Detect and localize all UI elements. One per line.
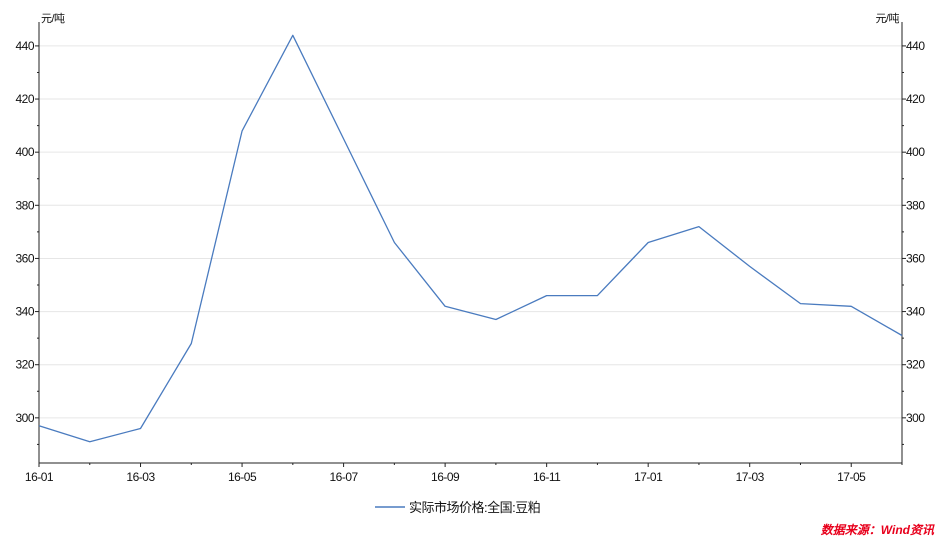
x-tick-label: 16-07: [329, 470, 358, 484]
x-tick-label: 16-05: [228, 470, 257, 484]
x-tick-label: 16-09: [431, 470, 460, 484]
x-ticks: 16-01 16-03 16-05 16-07 16-09 16-11 17-01 17-03…: [25, 463, 903, 484]
x-tick-label: 17-03: [736, 470, 765, 484]
right-y-tick-label: 400: [906, 145, 925, 159]
right-y-ticks: 300 320 340 360 380 400 420 440: [902, 39, 926, 445]
right-y-tick-label: 420: [906, 92, 925, 106]
x-tick-label: 16-03: [126, 470, 155, 484]
right-y-unit: 元/吨: [875, 12, 899, 25]
right-y-tick-label: 360: [906, 251, 925, 265]
gridlines: [39, 45, 902, 419]
x-tick-label: 16-01: [25, 470, 54, 484]
left-y-tick-label: 400: [15, 145, 34, 159]
left-y-tick-label: 300: [15, 411, 34, 425]
right-y-tick-label: 440: [906, 39, 925, 53]
legend-label: 实际市场价格:全国:豆粕: [409, 500, 540, 515]
left-y-ticks: 300 320 340 360 380 400 420 440: [15, 39, 39, 445]
source-note: 数据来源：Wind资讯: [821, 523, 935, 537]
left-y-tick-label: 380: [15, 198, 34, 212]
left-y-unit: 元/吨: [41, 12, 65, 25]
right-y-tick-label: 300: [906, 411, 925, 425]
series-line: [38, 34, 903, 443]
right-y-tick-label: 380: [906, 198, 925, 212]
right-y-tick-label: 320: [906, 358, 925, 372]
series-group: [38, 34, 903, 443]
left-y-tick-label: 420: [15, 92, 34, 106]
legend: 实际市场价格:全国:豆粕: [375, 500, 541, 515]
right-y-tick-label: 340: [906, 305, 925, 319]
left-y-tick-label: 320: [15, 358, 34, 372]
x-tick-label: 17-05: [837, 470, 866, 484]
left-y-tick-label: 340: [15, 305, 34, 319]
x-tick-label: 16-11: [533, 470, 561, 484]
left-y-tick-label: 440: [15, 39, 34, 53]
x-tick-label: 17-01: [634, 470, 663, 484]
left-y-tick-label: 360: [15, 251, 34, 265]
